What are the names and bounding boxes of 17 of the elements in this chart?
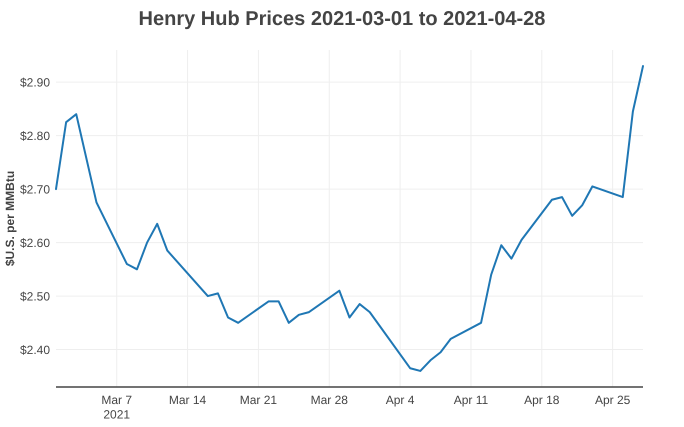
- x-tick-label: Apr 25: [594, 393, 631, 407]
- y-tick-label: $2.40: [20, 342, 50, 357]
- x-tick-label: Mar 21: [240, 393, 278, 407]
- x-tick-label: Apr 18: [524, 393, 560, 407]
- x-tick-label: Apr 11: [454, 393, 489, 407]
- y-axis-title: $U.S. per MMBtu: [3, 170, 17, 266]
- y-tick-label: $2.80: [20, 128, 50, 143]
- x-tick-label: Mar 7 2021: [101, 393, 132, 422]
- y-tick-label: $2.90: [20, 75, 50, 90]
- x-tick-label: Mar 28: [310, 393, 348, 407]
- line-series: [55, 65, 644, 372]
- y-tick-label: $2.70: [20, 182, 50, 196]
- y-tick-label: $2.50: [20, 289, 50, 304]
- x-tick-label: Mar 14: [168, 393, 207, 407]
- y-tick-label: $2.60: [20, 236, 50, 250]
- chart-title: Henry Hub Prices 2021-03-01 to 2021-04-28: [138, 8, 546, 30]
- x-tick-label: Apr 4: [386, 393, 415, 407]
